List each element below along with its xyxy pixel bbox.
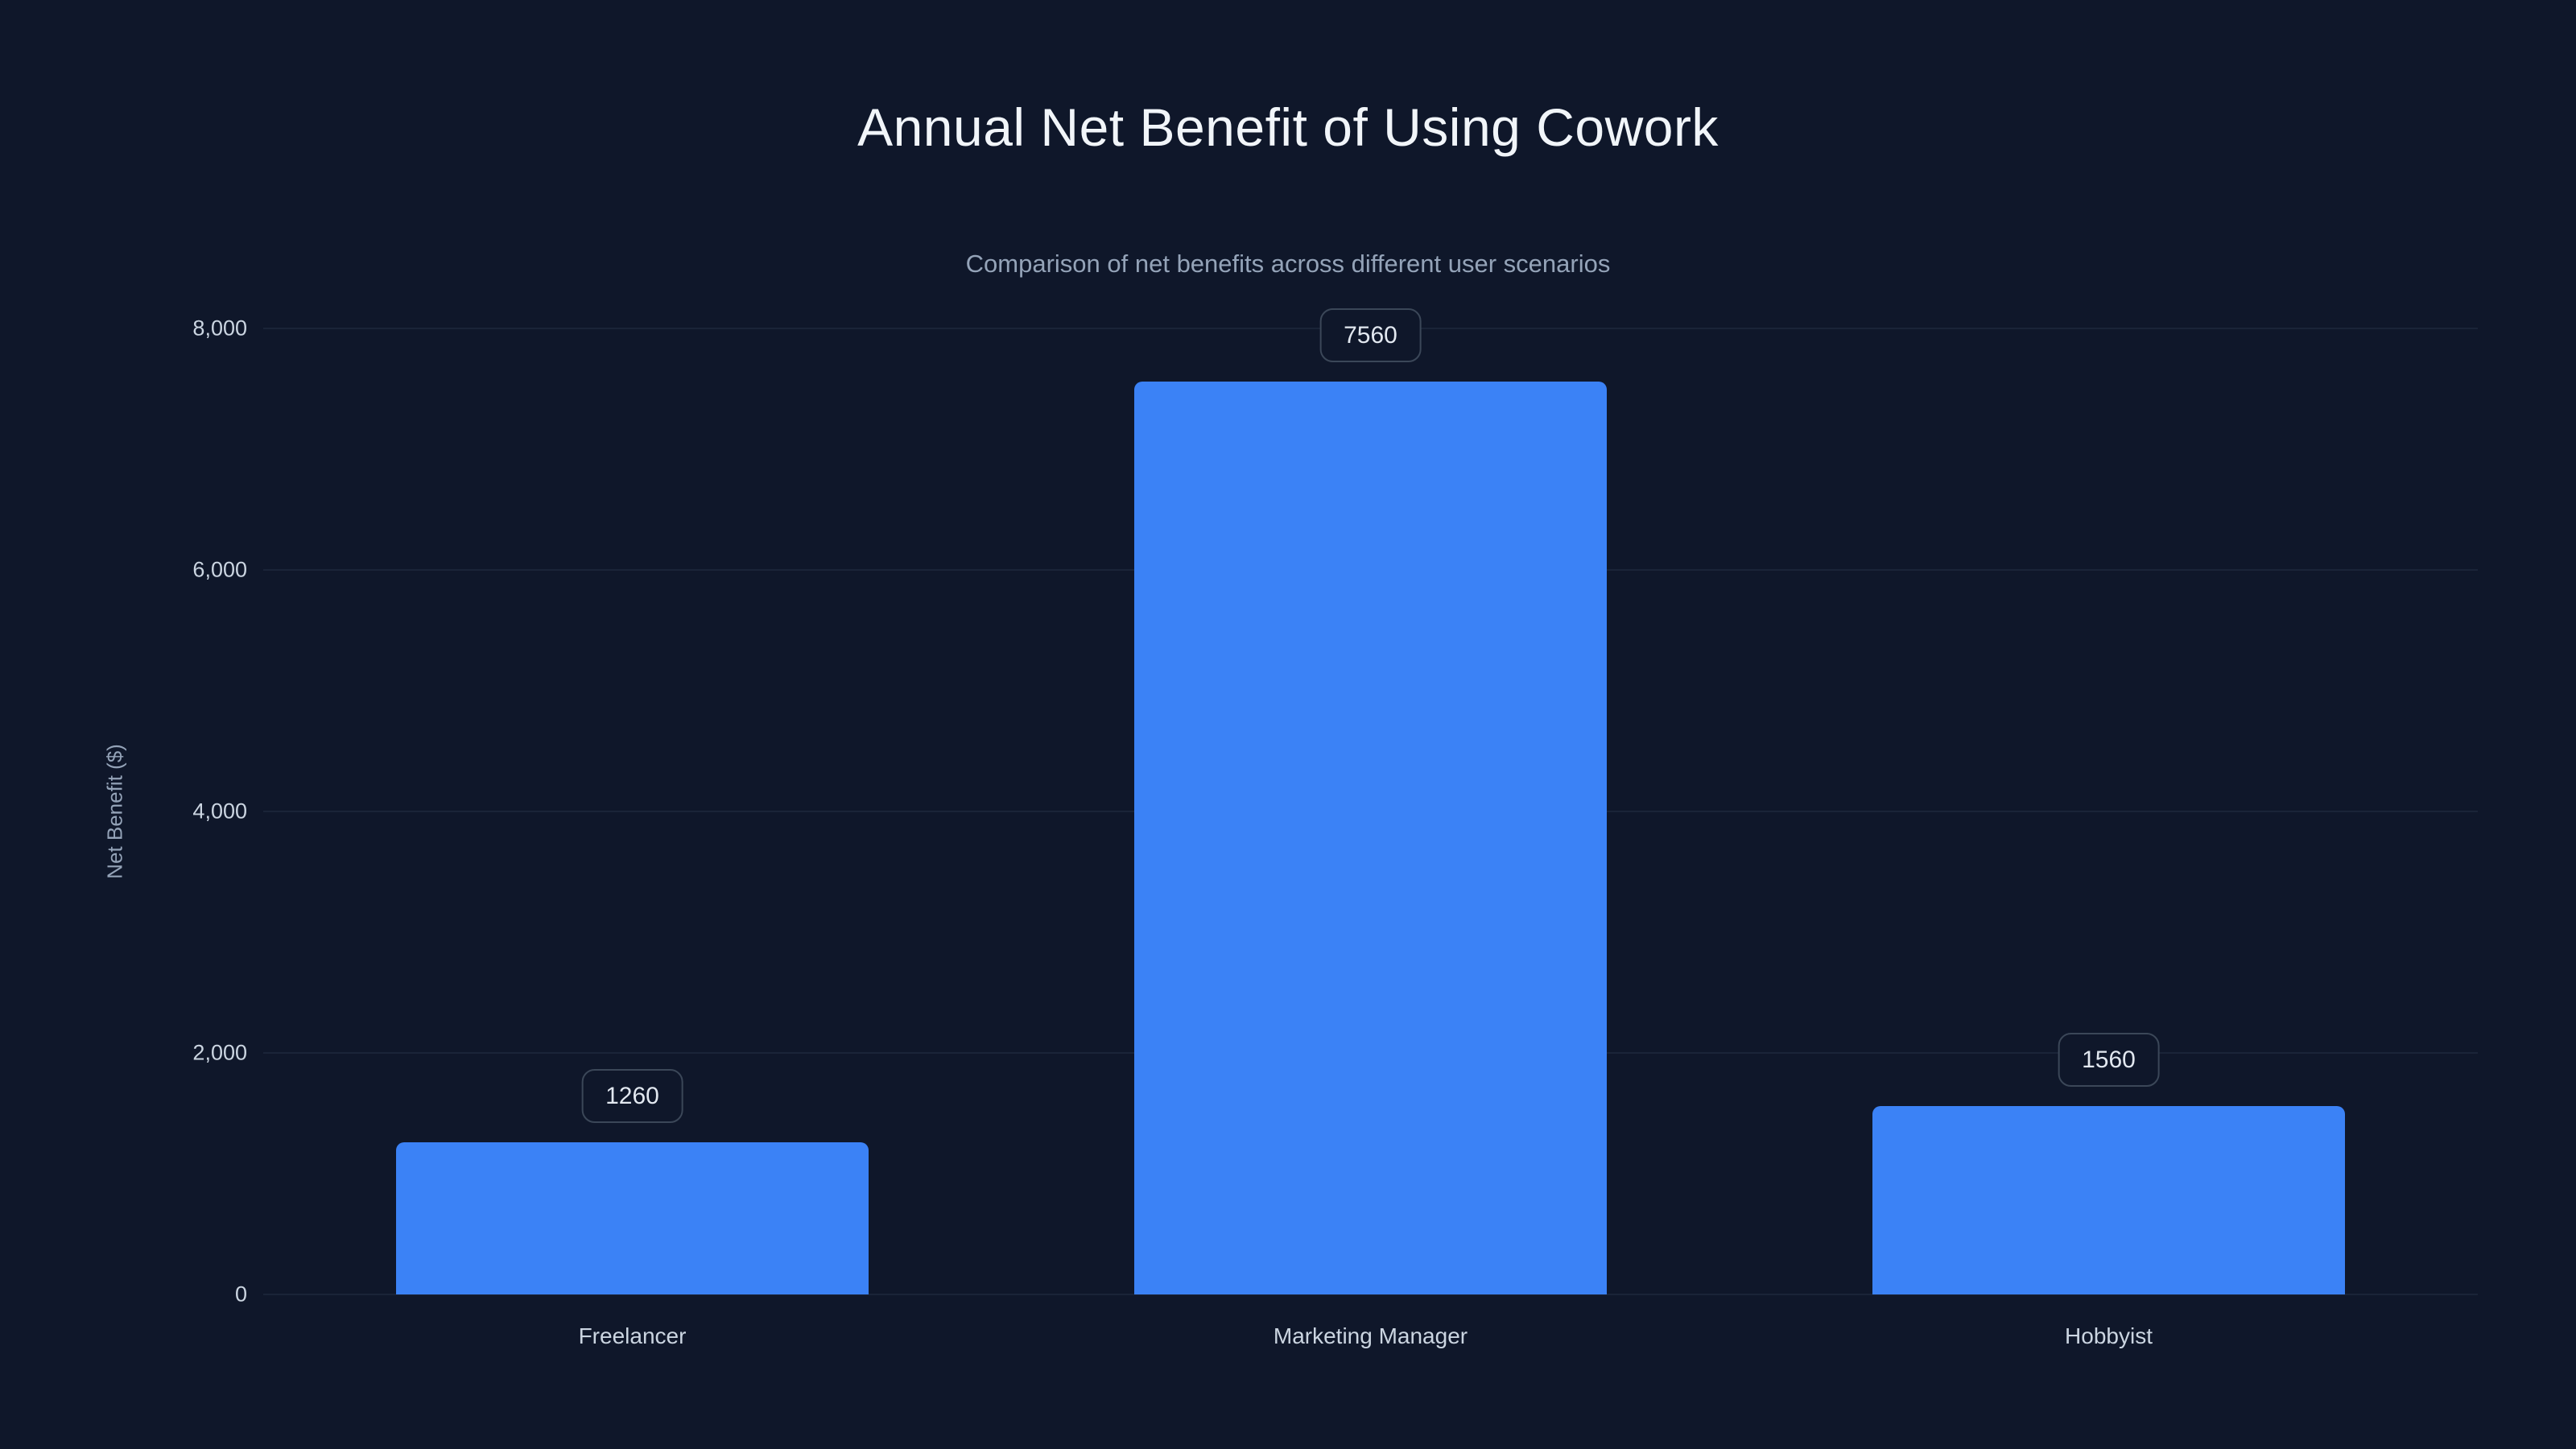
chart-title: Annual Net Benefit of Using Cowork [857,97,1719,157]
bar-series: 1260 7560 1560 [263,308,2478,1294]
x-axis-label: Marketing Manager [1273,1323,1468,1348]
value-label: 1560 [2058,1033,2160,1087]
x-axis-labels: Freelancer Marketing Manager Hobbyist [263,1323,2478,1349]
bar-slot: 7560 [1001,308,1740,1294]
bar-hobbyist[interactable] [1872,1106,2345,1294]
x-axis-label: Freelancer [578,1323,687,1348]
bar-slot: 1560 [1740,328,2478,1294]
y-tick-label: 2,000 [192,1040,247,1065]
y-tick-label: 8,000 [192,316,247,341]
bar-freelancer[interactable] [396,1142,869,1294]
y-axis-label: Net Benefit ($) [102,744,127,879]
plot-area: 0 2,000 4,000 6,000 8,000 1260 7560 1560 [192,308,2478,1307]
y-tick-label: 0 [234,1282,247,1307]
chart-subtitle: Comparison of net benefits across differ… [965,250,1611,278]
bar-slot: 1260 [263,328,1001,1294]
value-label: 7560 [1319,308,1422,362]
value-label: 1260 [581,1069,683,1123]
y-tick-label: 4,000 [192,799,247,824]
y-tick-label: 6,000 [192,557,247,582]
gridline [263,1294,2478,1295]
x-axis-label: Hobbyist [2065,1323,2153,1348]
bar-marketing-manager[interactable] [1134,382,1607,1294]
